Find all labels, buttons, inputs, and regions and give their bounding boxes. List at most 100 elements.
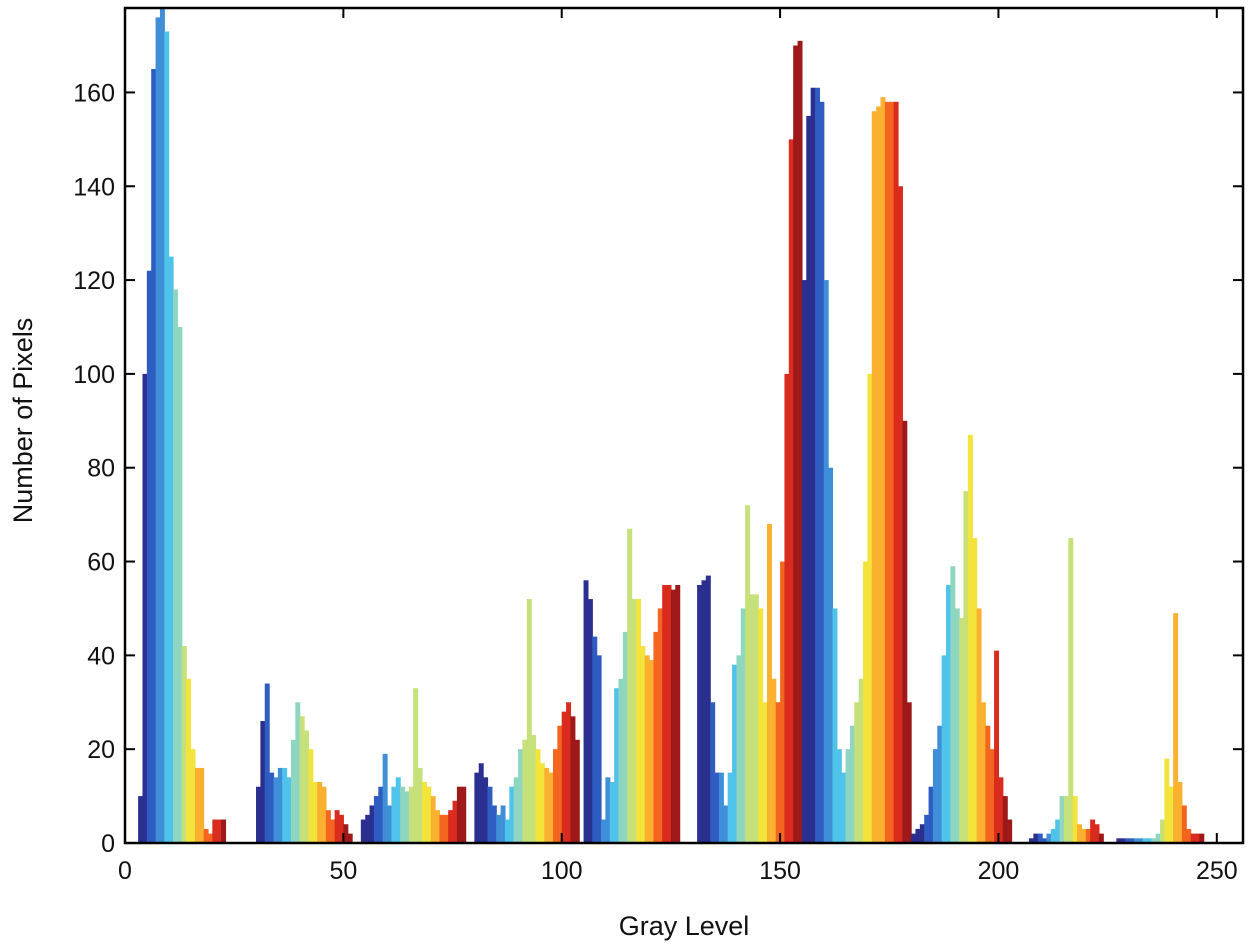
histogram-bar [832,608,838,843]
histogram-bar [884,101,890,843]
histogram-bar [836,749,842,843]
histogram-bar [142,373,148,843]
histogram-bar [732,664,738,843]
histogram-bar [871,111,877,843]
histogram-bar [1160,819,1165,843]
histogram-bar [277,767,283,843]
histogram-bar [413,688,419,843]
histogram-bar [1077,824,1083,843]
histogram-bar [317,782,323,843]
histogram-bar [880,97,886,843]
histogram-bar [670,589,676,843]
histogram-bar [998,777,1004,843]
histogram-bar [1129,838,1135,843]
histogram-bar [369,805,375,843]
histogram-bar [417,767,423,843]
histogram-bar [256,786,261,843]
histogram-bar [1164,758,1170,843]
histogram-bar [544,767,550,843]
histogram-bar [605,777,611,843]
x-tick-label: 100 [541,857,583,885]
histogram-bar [382,753,388,843]
histogram-bar [1063,796,1069,843]
histogram-bar [1042,838,1048,843]
histogram-bar [976,608,982,843]
y-tick-label: 40 [87,642,115,670]
histogram-bar [299,716,305,843]
histogram-bar [478,763,484,843]
histogram-bar [522,739,528,843]
y-tick-label: 20 [87,736,115,764]
x-tick-label: 150 [759,857,801,885]
histogram-bar [858,678,864,843]
histogram-bar [657,608,663,843]
histogram-bar [338,814,344,843]
histogram-bar [312,782,318,843]
histogram-bar [421,782,427,843]
histogram-bar [561,711,567,843]
histogram-bar [177,326,183,843]
histogram-bar [325,810,331,843]
histogram-bar [207,833,213,843]
histogram-bar [985,725,991,843]
histogram-bar [566,702,572,843]
x-tick-label: 50 [329,857,357,885]
histogram-bar [876,106,882,843]
histogram-bar [1177,782,1183,843]
histogram-bar [587,599,593,843]
plot-frame [123,6,1245,845]
histogram-bar [264,683,270,843]
histogram-bar [491,805,497,843]
histogram-bar [797,40,803,843]
histogram-bar [928,786,934,843]
histogram-bar [766,524,772,843]
histogram-bar [583,580,589,843]
histogram-bar [194,767,200,843]
histogram-bar [1081,828,1087,843]
histogram-bar [395,777,401,843]
y-tick-label: 160 [73,79,115,107]
histogram-bar [762,702,768,843]
histogram-bar [199,767,205,843]
histogram-bar [404,791,410,843]
histogram-bar [461,786,467,843]
histogram-bar [159,8,165,843]
histogram-bar [622,631,628,843]
histogram-bar [609,782,615,843]
histogram-bar [897,186,903,843]
histogram-bar [749,594,755,843]
histogram-bar [640,645,646,843]
histogram-bar [439,814,445,843]
histogram-bar [1090,819,1096,843]
histogram-bar [959,617,965,843]
histogram-bar [334,810,340,843]
histogram-bar [378,786,384,843]
histogram-bar [980,702,986,843]
histogram-bar [1050,828,1056,843]
histogram-bar [138,796,144,843]
histogram-bar [849,725,855,843]
histogram-bar [216,819,222,843]
histogram-bar [343,824,349,843]
histogram-bar [828,467,834,843]
histogram-bar [919,824,925,843]
histogram-bar [496,814,502,843]
histogram-bar [780,561,786,843]
histogram-bar [946,584,951,843]
histogram-bar [308,749,314,843]
histogram-bar [893,101,899,843]
x-tick-label: 200 [978,857,1020,885]
histogram-bar [758,608,764,843]
histogram-bar [1155,833,1161,843]
histogram-bar [1046,833,1052,843]
histogram-bar [539,763,545,843]
histogram-bar [526,599,532,843]
histogram-bar [1142,838,1148,843]
histogram-bar [736,655,742,843]
histogram-bar [500,805,506,843]
histogram-bar [190,749,196,843]
histogram-bar [718,772,724,843]
histogram-bar [793,45,799,843]
histogram-bar [906,702,912,843]
histogram-bar [186,678,192,843]
